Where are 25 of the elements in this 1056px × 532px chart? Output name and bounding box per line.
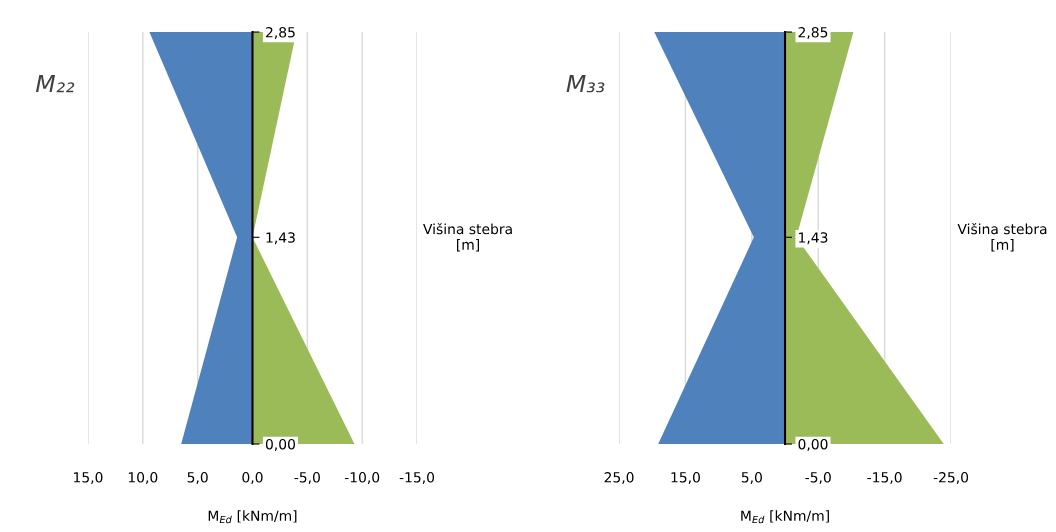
x-tick-label: 25,0 — [604, 472, 634, 484]
x-tick-label: 15,0 — [74, 472, 103, 484]
y-axis-title: Višina stebra [m] — [423, 222, 512, 252]
x-tick-label: 15,0 — [671, 472, 700, 484]
x-tick-label: 10,0 — [128, 472, 158, 484]
x-tick-label: -10,0 — [344, 472, 380, 484]
y-tick-label: 0,00 — [798, 438, 828, 451]
y-tick-label: 0,00 — [265, 438, 295, 451]
x-axis-title: M$_{Ed}$ [kNm/m] — [208, 510, 297, 524]
y-tick-label: 2,85 — [798, 26, 828, 39]
x-tick-label: -15,0 — [399, 472, 435, 484]
x-tick-label: -25,0 — [933, 472, 969, 484]
y-tick-label: 2,85 — [266, 26, 295, 39]
x-tick-label: -5,0 — [294, 472, 320, 484]
x-tick-label: -15,0 — [867, 472, 902, 484]
x-tick-label: 5,0 — [741, 472, 762, 484]
x-tick-label: 5,0 — [187, 472, 208, 484]
y-axis-title: Višina stebra [m] — [957, 222, 1047, 252]
y-tick-label: 1,43 — [266, 232, 295, 245]
text: M₃₃ — [566, 74, 605, 93]
x-tick-label: 0,0 — [242, 472, 263, 484]
text: M₂₂ — [35, 74, 75, 93]
x-axis-title: M$_{Ed}$ [kNm/m] — [741, 510, 829, 524]
x-tick-label: -5,0 — [805, 472, 831, 484]
y-tick-label: 1,43 — [799, 232, 828, 245]
